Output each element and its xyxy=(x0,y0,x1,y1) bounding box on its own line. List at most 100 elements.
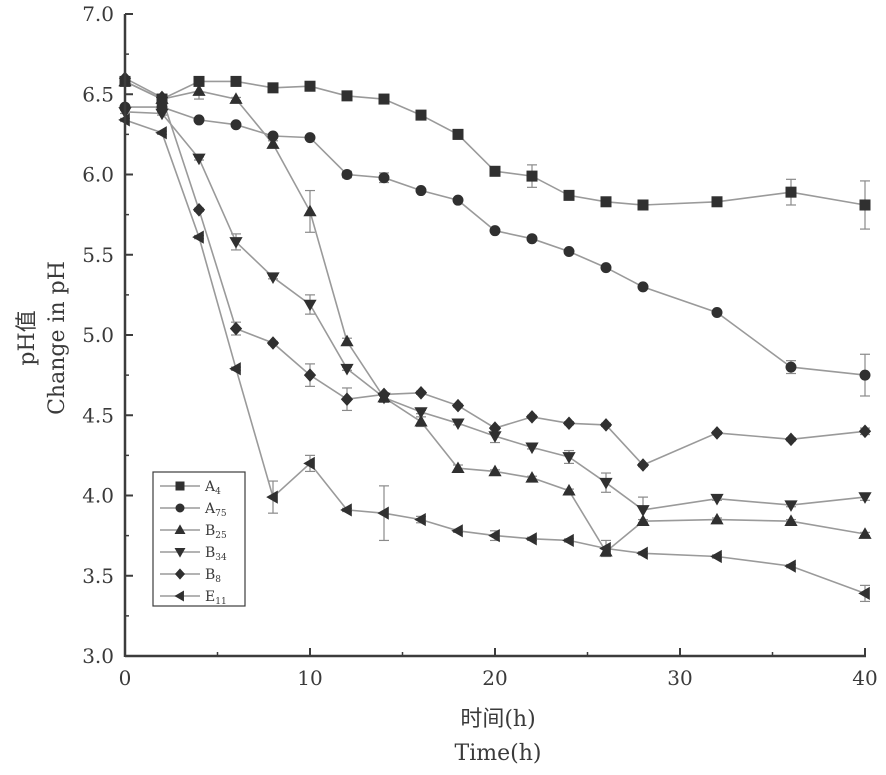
data-point-b25 xyxy=(340,334,354,347)
data-point-b8 xyxy=(192,203,206,217)
data-point-a75 xyxy=(378,172,390,184)
data-point-b8 xyxy=(377,387,391,402)
y-tick-label: 3.0 xyxy=(82,644,114,668)
y-axis-title-cn: pH值 xyxy=(15,310,40,365)
data-point-b34 xyxy=(155,108,169,121)
y-tick-label: 5.5 xyxy=(82,243,114,267)
data-point-a4 xyxy=(452,128,464,140)
data-point-b8 xyxy=(710,426,724,440)
data-point-a4 xyxy=(600,196,612,208)
y-tick-label: 4.0 xyxy=(82,484,114,508)
data-point-b25 xyxy=(858,527,872,539)
y-tick-label: 4.5 xyxy=(82,403,114,427)
data-point-e11 xyxy=(229,362,241,376)
data-point-a4 xyxy=(711,196,723,208)
data-point-a4 xyxy=(785,186,797,198)
y-tick-label: 6.0 xyxy=(82,163,114,187)
data-point-b34 xyxy=(784,500,798,512)
data-point-b8 xyxy=(229,321,243,336)
legend-marker-a4 xyxy=(175,481,185,491)
data-point-e11 xyxy=(710,549,722,564)
data-point-b25 xyxy=(303,204,317,217)
data-point-b34 xyxy=(303,299,317,312)
data-point-a4 xyxy=(304,80,316,92)
data-point-a75 xyxy=(526,233,538,245)
data-point-a4 xyxy=(267,82,279,94)
legend-box xyxy=(152,471,246,607)
legend-marker-b34 xyxy=(174,548,186,558)
data-point-b25 xyxy=(488,464,502,477)
data-point-b8 xyxy=(562,416,576,431)
data-point-b8 xyxy=(266,336,280,350)
data-point-a75 xyxy=(341,169,353,180)
y-axis-title-en: Change in pH xyxy=(45,261,70,415)
data-point-a75 xyxy=(415,185,427,197)
data-point-b25 xyxy=(192,84,206,96)
data-point-a75 xyxy=(193,114,205,126)
data-point-b34 xyxy=(266,272,280,284)
data-point-b34 xyxy=(451,418,465,431)
data-point-e11 xyxy=(340,503,352,517)
y-tick-label: 7.0 xyxy=(82,2,114,26)
series-line-b25 xyxy=(124,80,866,553)
data-point-b8 xyxy=(636,458,650,472)
data-point-b34 xyxy=(414,407,428,419)
data-point-a75 xyxy=(785,361,797,373)
data-point-a4 xyxy=(859,199,871,211)
series-line-b8 xyxy=(124,77,866,466)
data-point-e11 xyxy=(525,532,537,546)
data-point-e11 xyxy=(155,126,167,140)
data-point-e11 xyxy=(562,533,574,548)
x-tick-label: 0 xyxy=(119,666,132,690)
data-point-b8 xyxy=(451,398,465,413)
data-point-b8 xyxy=(525,410,539,424)
data-point-a75 xyxy=(563,246,575,258)
data-point-e11 xyxy=(599,541,611,556)
data-point-a4 xyxy=(489,165,501,177)
x-tick-label: 40 xyxy=(852,666,877,690)
data-point-e11 xyxy=(192,230,204,244)
data-point-b34 xyxy=(562,452,576,464)
ticks: 0 10 20 30 40 3.0 3.5 4.0 4.5 5.0 5.5 6.0 6.5 7.0 xyxy=(82,2,878,690)
series-line-b34 xyxy=(124,111,866,511)
y-tick-label: 6.5 xyxy=(82,82,114,106)
data-markers xyxy=(118,71,872,601)
data-point-e11 xyxy=(488,529,500,543)
data-point-a4 xyxy=(378,93,390,105)
data-point-a75 xyxy=(711,307,723,319)
data-point-a4 xyxy=(526,170,538,182)
data-point-a75 xyxy=(637,281,649,293)
data-point-a4 xyxy=(637,199,649,211)
data-point-b25 xyxy=(784,514,798,526)
data-point-b34 xyxy=(636,505,650,517)
data-point-b25 xyxy=(266,137,280,149)
data-point-b25 xyxy=(414,414,428,427)
data-point-e11 xyxy=(784,559,796,573)
data-point-b8 xyxy=(303,368,317,382)
data-point-e11 xyxy=(266,490,278,504)
data-point-b8 xyxy=(488,421,502,435)
data-point-b34 xyxy=(192,153,206,166)
data-point-b8 xyxy=(155,90,169,105)
series-lines xyxy=(124,77,866,595)
y-tick-label: 5.0 xyxy=(82,323,114,347)
data-point-a75 xyxy=(489,225,501,237)
data-point-a4 xyxy=(341,90,353,102)
data-point-b34 xyxy=(858,492,872,504)
data-point-e11 xyxy=(377,506,389,520)
data-point-b25 xyxy=(562,483,576,496)
y-tick-label: 3.5 xyxy=(82,564,114,588)
data-point-e11 xyxy=(451,524,463,538)
data-point-e11 xyxy=(303,456,315,471)
data-point-b25 xyxy=(710,512,724,525)
x-tick-label: 10 xyxy=(297,666,322,690)
data-point-b25 xyxy=(229,92,243,104)
data-point-b8 xyxy=(784,432,798,447)
data-point-a4 xyxy=(230,75,242,87)
data-point-b25 xyxy=(636,514,650,526)
series-line-a4 xyxy=(124,80,866,206)
data-point-e11 xyxy=(636,546,648,560)
x-axis-title-en: Time(h) xyxy=(455,741,542,766)
data-point-a4 xyxy=(563,189,575,201)
